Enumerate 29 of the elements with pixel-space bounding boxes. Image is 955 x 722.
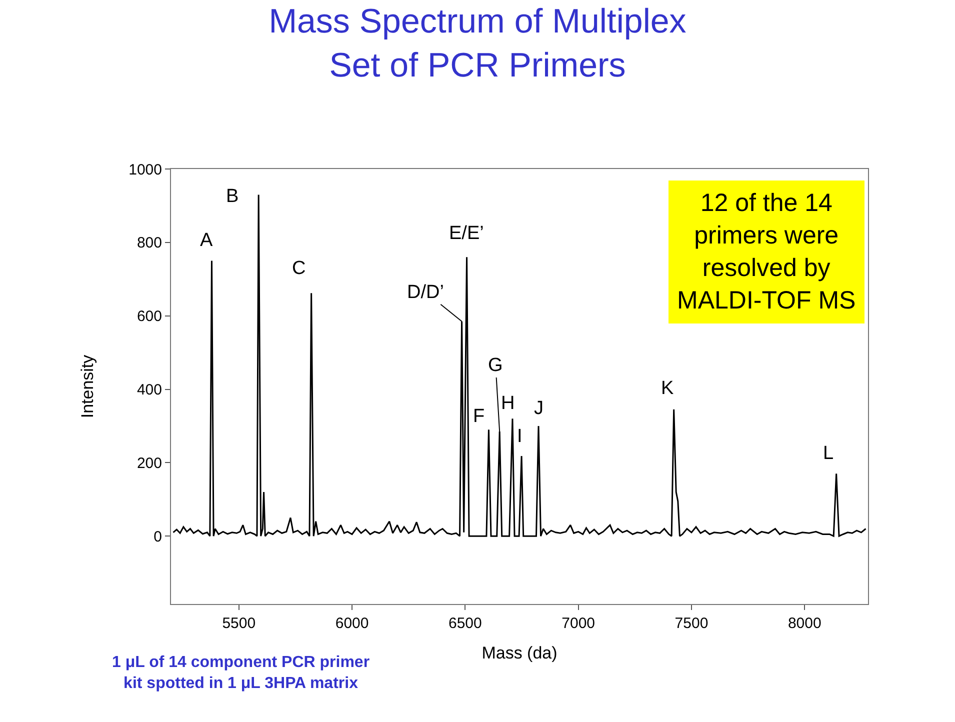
x-tick-label: 5500 <box>222 615 256 632</box>
y-tick-label: 800 <box>136 234 162 252</box>
annotation: B <box>226 186 239 207</box>
annotation: E/E’ <box>449 223 484 244</box>
y-tick-label: 600 <box>136 308 162 326</box>
y-tick-label: 400 <box>136 382 162 398</box>
annotation: F <box>473 406 485 427</box>
y-axis-title: Intensity <box>78 354 98 418</box>
annotation: J <box>534 398 544 419</box>
annotation: G <box>488 355 503 376</box>
y-tick-label: 1000 <box>128 161 162 178</box>
y-tick-label: 200 <box>136 454 162 472</box>
chart-title: Mass Spectrum of Multiplex Set of PCR Primers <box>268 2 686 85</box>
x-tick-label: 7000 <box>562 615 596 632</box>
x-tick-label: 6000 <box>335 615 369 632</box>
x-tick-label: 6500 <box>448 615 482 632</box>
annotation: I <box>517 426 522 447</box>
annotation: A <box>200 230 213 251</box>
annotation: D/D’ <box>407 282 444 303</box>
annotation: C <box>292 258 306 279</box>
annotation: L <box>823 443 834 464</box>
x-tick-label: 8000 <box>788 615 822 632</box>
annotation: K <box>661 378 674 399</box>
x-axis-title: Mass (da) <box>482 643 558 662</box>
x-tick-label: 7500 <box>674 615 708 632</box>
annotation: 12 of the 14 primers were resolved by MALDI-TOF MS <box>677 189 856 314</box>
text: 1 μL of 14 component PCR primer kit spotted in 1 μL 3HPA matrix <box>112 654 370 692</box>
annotation: H <box>501 393 515 414</box>
y-tick-label: 0 <box>154 528 162 546</box>
